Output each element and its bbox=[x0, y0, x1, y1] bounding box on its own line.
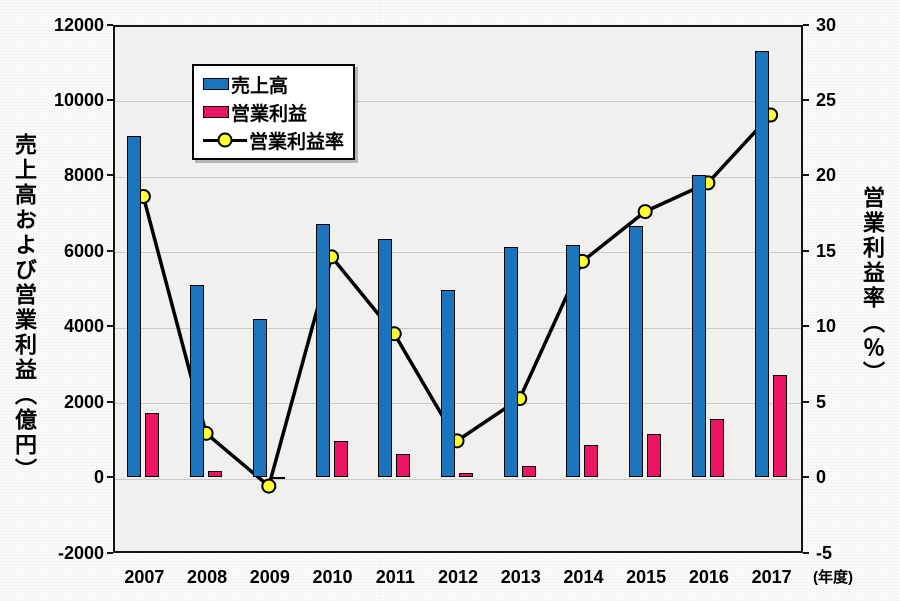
operating-profit-bar bbox=[396, 454, 411, 478]
gridline bbox=[115, 176, 801, 178]
right-axis-tick-label: 10 bbox=[816, 316, 837, 337]
sales-bar bbox=[629, 226, 644, 478]
gridline bbox=[115, 327, 801, 329]
x-axis-year-label: 2015 bbox=[626, 567, 667, 587]
left-axis-tick-label: 0 bbox=[93, 467, 104, 488]
right-axis-tick-mark bbox=[803, 249, 809, 252]
operating-profit-bar bbox=[333, 441, 348, 478]
right-axis-tick-label: -5 bbox=[816, 542, 833, 563]
right-axis-tick-mark bbox=[803, 174, 809, 177]
left-axis-tick-mark bbox=[107, 476, 113, 479]
left-axis-title: 売上高および営業利益（億円） bbox=[12, 133, 37, 483]
legend-item-operating-margin: 営業利益率 bbox=[203, 128, 345, 153]
sales-bar bbox=[441, 290, 455, 478]
x-axis-unit-label: (年度) bbox=[813, 569, 853, 586]
right-axis-tick-label: 0 bbox=[816, 467, 827, 488]
sales-bar bbox=[315, 224, 330, 478]
right-axis-tick-mark bbox=[803, 476, 809, 479]
legend-label-operating-margin: 営業利益率 bbox=[249, 131, 345, 153]
operating-profit-bar bbox=[709, 418, 724, 478]
left-axis-tick-mark bbox=[107, 249, 113, 252]
x-axis-year-label: 2013 bbox=[500, 567, 541, 587]
left-axis-tick-label: 12000 bbox=[53, 14, 104, 35]
right-axis-tick-mark bbox=[803, 400, 809, 403]
x-axis-year-label: 2012 bbox=[437, 567, 479, 587]
right-axis-tick-mark bbox=[803, 325, 809, 328]
gridline bbox=[115, 252, 801, 254]
x-axis-year-label: 2007 bbox=[124, 567, 165, 587]
operating-profit-bar bbox=[772, 375, 787, 478]
left-axis-tick-label: -2000 bbox=[57, 542, 104, 563]
sales-bar bbox=[190, 284, 205, 478]
left-axis-tick-mark bbox=[107, 551, 113, 554]
gridline bbox=[115, 101, 801, 103]
operating-profit-bar bbox=[459, 472, 473, 478]
right-axis-title: 営業利益率（％） bbox=[860, 186, 885, 386]
right-axis-tick-label: 30 bbox=[816, 14, 837, 35]
operating-profit-bar bbox=[584, 445, 599, 478]
right-axis-tick-mark bbox=[803, 23, 809, 26]
left-axis-tick-mark bbox=[107, 400, 113, 403]
right-axis-tick-label: 15 bbox=[816, 240, 837, 261]
sales-bar bbox=[252, 318, 267, 478]
right-axis-tick-label: 5 bbox=[816, 391, 827, 412]
gridline bbox=[115, 478, 801, 480]
operating-profit-legend-swatch-icon bbox=[203, 106, 229, 118]
left-axis-tick-mark bbox=[107, 98, 113, 101]
left-axis-tick-label: 4000 bbox=[63, 316, 104, 337]
left-axis-tick-label: 2000 bbox=[63, 391, 104, 412]
x-axis-year-label: 2008 bbox=[187, 567, 228, 587]
sales-bar bbox=[127, 135, 142, 478]
operating-profit-bar bbox=[647, 433, 662, 478]
operating-profit-bar bbox=[208, 471, 223, 478]
x-axis-year-label: 2014 bbox=[563, 567, 604, 587]
operating-margin-marker bbox=[637, 204, 653, 220]
operating-margin-marker bbox=[261, 478, 277, 494]
legend-label-sales: 売上高 bbox=[231, 75, 289, 97]
legend-item-sales: 売上高 bbox=[203, 72, 344, 97]
legend-item-operating-profit: 営業利益 bbox=[203, 100, 344, 125]
x-axis-year-label: 2010 bbox=[312, 567, 353, 587]
left-axis-tick-label: 6000 bbox=[63, 240, 104, 261]
x-axis-year-label: 2011 bbox=[375, 567, 415, 587]
right-axis-tick-mark bbox=[803, 551, 809, 554]
right-axis-tick-label: 20 bbox=[816, 165, 837, 186]
left-axis-tick-label: 8000 bbox=[63, 165, 104, 186]
operating-profit-bar bbox=[270, 477, 285, 480]
sales-bar bbox=[566, 245, 581, 478]
legend: 売上高 営業利益 営業利益率 bbox=[192, 64, 356, 160]
right-axis-tick-label: 25 bbox=[816, 89, 837, 110]
operating-profit-bar bbox=[521, 465, 536, 478]
x-axis-year-label: 2016 bbox=[688, 567, 729, 587]
operating-profit-bar bbox=[145, 412, 160, 478]
left-axis-tick-label: 10000 bbox=[53, 89, 104, 110]
sales-bar bbox=[754, 50, 769, 478]
operating-margin-legend-marker-icon bbox=[203, 132, 247, 148]
x-axis-year-label: 2009 bbox=[249, 567, 290, 587]
sales-bar bbox=[378, 239, 393, 478]
operating-margin-line bbox=[141, 113, 772, 490]
right-axis-tick-mark bbox=[803, 98, 809, 101]
left-axis-tick-mark bbox=[107, 174, 113, 177]
left-axis-tick-mark bbox=[107, 23, 113, 26]
legend-label-operating-profit: 営業利益 bbox=[231, 103, 308, 125]
x-axis-year-label: 2017 bbox=[751, 567, 792, 587]
gridline bbox=[115, 403, 801, 405]
sales-bar bbox=[503, 247, 518, 478]
sales-legend-swatch-icon bbox=[203, 78, 229, 90]
sales-bar bbox=[691, 175, 706, 478]
left-axis-tick-mark bbox=[107, 325, 113, 328]
